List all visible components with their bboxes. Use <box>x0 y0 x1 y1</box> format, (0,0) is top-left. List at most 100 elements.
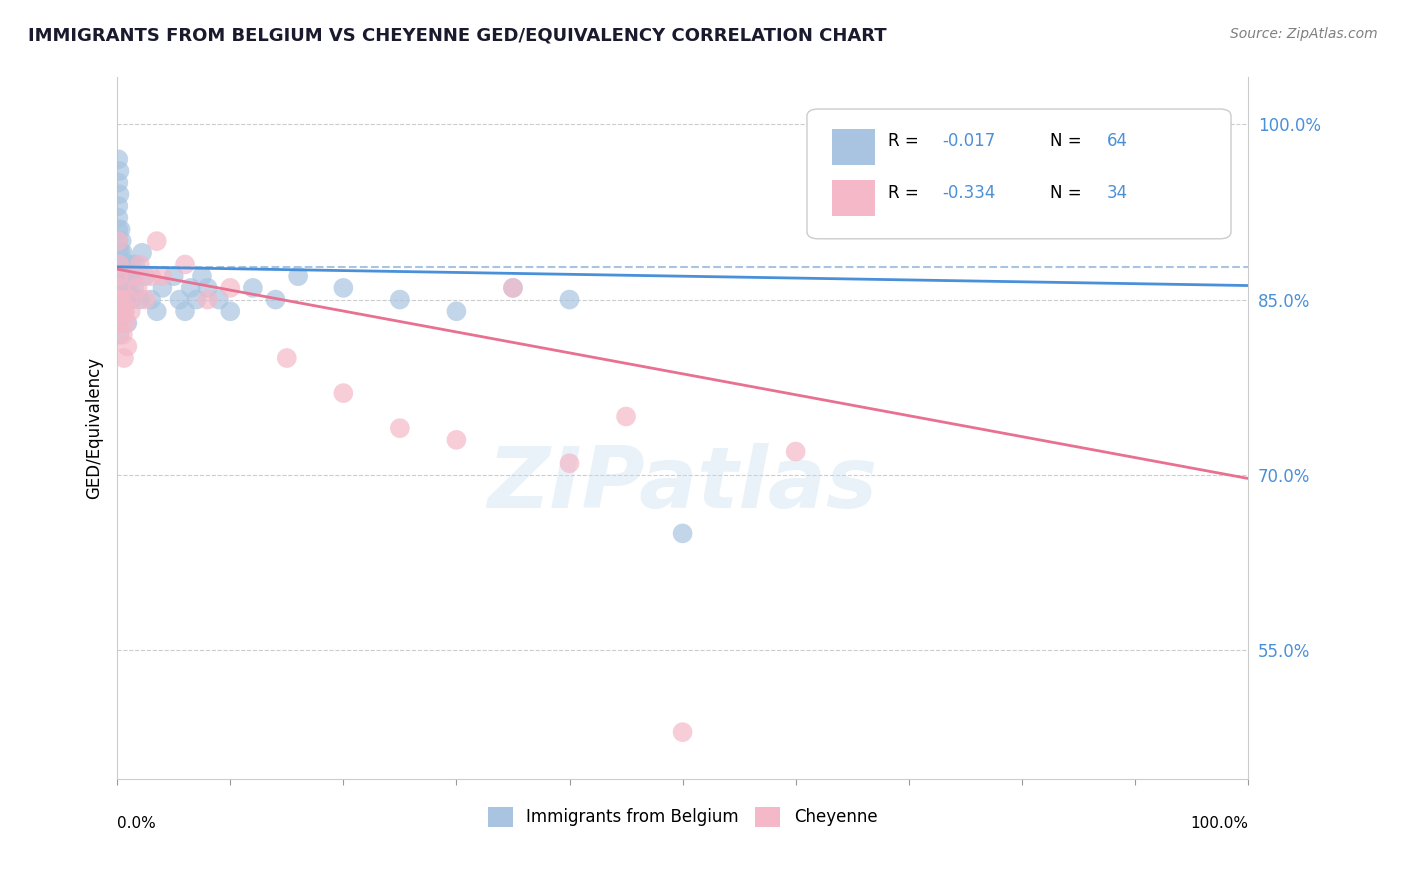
Point <box>120 258 142 272</box>
Point <box>110 269 132 284</box>
Point <box>114 304 136 318</box>
Point <box>111 234 134 248</box>
Point <box>122 269 145 284</box>
Point <box>110 281 132 295</box>
Point <box>332 281 354 295</box>
Point <box>110 245 132 260</box>
Point <box>208 293 231 307</box>
Point <box>671 526 693 541</box>
Point <box>128 258 150 272</box>
Point <box>120 304 142 318</box>
Point <box>110 222 132 236</box>
Point <box>219 281 242 295</box>
Point <box>124 258 146 272</box>
Y-axis label: GED/Equivalency: GED/Equivalency <box>86 357 103 500</box>
Point <box>110 293 132 307</box>
Point <box>115 316 138 330</box>
Point <box>107 234 129 248</box>
Point <box>107 245 129 260</box>
Text: ZIPatlas: ZIPatlas <box>488 442 877 525</box>
Point <box>502 281 524 295</box>
Point <box>180 281 202 295</box>
Point <box>108 304 131 318</box>
Point <box>117 293 139 307</box>
Point <box>108 164 131 178</box>
Text: 34: 34 <box>1107 184 1128 202</box>
Point <box>163 269 186 284</box>
Point <box>117 316 139 330</box>
Point <box>139 293 162 307</box>
Point <box>152 269 174 284</box>
Point <box>122 281 145 295</box>
Point <box>107 153 129 167</box>
Point <box>107 234 129 248</box>
Point <box>134 293 156 307</box>
Point <box>107 222 129 236</box>
Point <box>174 258 197 272</box>
Point <box>388 293 411 307</box>
Point <box>242 281 264 295</box>
Point <box>122 269 145 284</box>
Text: N =: N = <box>1050 184 1087 202</box>
Point <box>131 245 153 260</box>
Point <box>614 409 637 424</box>
Text: -0.334: -0.334 <box>942 184 995 202</box>
Point <box>219 304 242 318</box>
Point <box>111 245 134 260</box>
Point <box>186 293 208 307</box>
Legend: Immigrants from Belgium, Cheyenne: Immigrants from Belgium, Cheyenne <box>481 800 884 834</box>
Point <box>446 433 468 447</box>
Text: N =: N = <box>1050 132 1087 150</box>
Point <box>108 281 131 295</box>
Point <box>117 293 139 307</box>
Point <box>671 725 693 739</box>
Point <box>108 327 131 342</box>
Point <box>108 258 131 272</box>
Point <box>114 293 136 307</box>
Point <box>127 281 149 295</box>
Point <box>107 316 129 330</box>
Text: 100.0%: 100.0% <box>1189 816 1249 831</box>
Text: R =: R = <box>889 184 924 202</box>
Point <box>115 258 138 272</box>
Point <box>558 293 581 307</box>
Point <box>388 421 411 435</box>
Point <box>174 304 197 318</box>
Point <box>121 293 143 307</box>
Point <box>110 316 132 330</box>
Point <box>287 269 309 284</box>
Text: 64: 64 <box>1107 132 1128 150</box>
Point <box>107 269 129 284</box>
Point <box>785 444 807 458</box>
Point <box>107 293 129 307</box>
Point <box>107 293 129 307</box>
Text: 0.0%: 0.0% <box>117 816 156 831</box>
Point <box>276 351 298 365</box>
Point <box>264 293 287 307</box>
Point <box>111 293 134 307</box>
Point <box>107 269 129 284</box>
Text: Source: ZipAtlas.com: Source: ZipAtlas.com <box>1230 27 1378 41</box>
Point <box>111 258 134 272</box>
FancyBboxPatch shape <box>832 180 875 217</box>
Point <box>111 269 134 284</box>
Point <box>446 304 468 318</box>
Point <box>115 281 138 295</box>
FancyBboxPatch shape <box>832 128 875 165</box>
Point <box>112 304 135 318</box>
Point <box>191 269 214 284</box>
Point <box>117 269 139 284</box>
Point <box>107 211 129 225</box>
Point <box>134 269 156 284</box>
Point <box>118 281 141 295</box>
Point <box>332 386 354 401</box>
Text: IMMIGRANTS FROM BELGIUM VS CHEYENNE GED/EQUIVALENCY CORRELATION CHART: IMMIGRANTS FROM BELGIUM VS CHEYENNE GED/… <box>28 27 887 45</box>
Point <box>558 456 581 470</box>
Point <box>145 234 167 248</box>
Text: -0.017: -0.017 <box>942 132 995 150</box>
Point <box>139 269 162 284</box>
Point <box>197 281 219 295</box>
Point <box>152 281 174 295</box>
Point <box>111 281 134 295</box>
Point <box>117 339 139 353</box>
